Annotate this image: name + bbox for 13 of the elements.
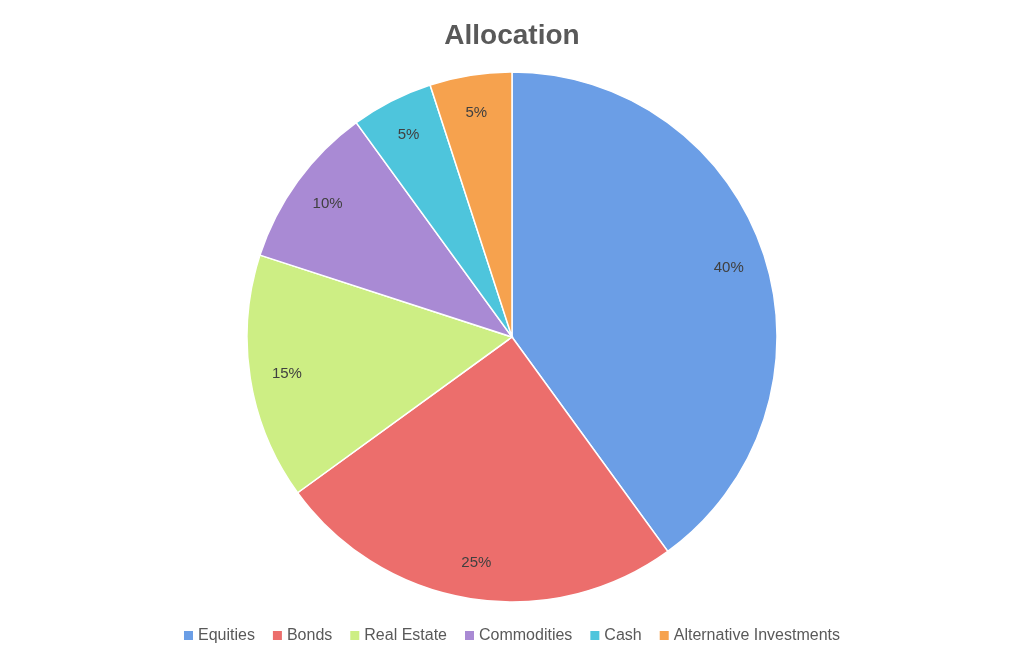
legend-label: Alternative Investments: [673, 626, 841, 643]
legend-label: Bonds: [286, 626, 333, 643]
chart-title: Allocation: [444, 19, 580, 50]
data-label: 40%: [713, 257, 744, 275]
legend-label: Equities: [197, 626, 255, 643]
data-label: 25%: [461, 553, 492, 571]
data-label: 5%: [465, 103, 488, 121]
data-label: 10%: [312, 194, 343, 212]
legend-label: Real Estate: [364, 626, 448, 643]
legend-label: Cash: [604, 626, 642, 643]
data-label: 5%: [397, 125, 420, 143]
data-label: 15%: [271, 363, 302, 381]
legend-label: Commodities: [479, 626, 573, 643]
